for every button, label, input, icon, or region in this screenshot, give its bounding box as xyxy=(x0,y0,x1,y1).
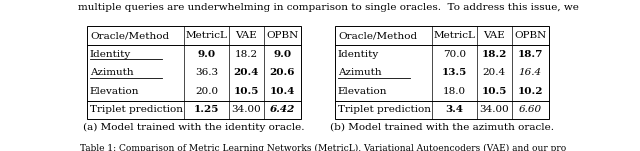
Text: 18.7: 18.7 xyxy=(517,50,543,59)
Text: Triplet prediction: Triplet prediction xyxy=(90,105,183,114)
Text: 70.0: 70.0 xyxy=(443,50,466,59)
Text: 20.0: 20.0 xyxy=(195,87,218,96)
Bar xyxy=(88,26,301,119)
Text: 9.0: 9.0 xyxy=(273,50,291,59)
Text: Oracle/Method: Oracle/Method xyxy=(338,31,417,40)
Text: 6.60: 6.60 xyxy=(518,105,541,114)
Text: Identity: Identity xyxy=(338,50,379,59)
Text: 18.2: 18.2 xyxy=(481,50,507,59)
Text: 18.0: 18.0 xyxy=(443,87,466,96)
Bar xyxy=(335,26,548,119)
Text: (b) Model trained with the azimuth oracle.: (b) Model trained with the azimuth oracl… xyxy=(330,123,554,132)
Text: VAE: VAE xyxy=(483,31,505,40)
Text: 1.25: 1.25 xyxy=(194,105,219,114)
Text: 20.4: 20.4 xyxy=(483,68,506,77)
Text: Azimuth: Azimuth xyxy=(90,68,134,77)
Text: 34.00: 34.00 xyxy=(231,105,261,114)
Text: 20.6: 20.6 xyxy=(269,68,295,77)
Text: 36.3: 36.3 xyxy=(195,68,218,77)
Text: 16.4: 16.4 xyxy=(518,68,541,77)
Text: MetricL: MetricL xyxy=(186,31,227,40)
Text: 9.0: 9.0 xyxy=(197,50,216,59)
Text: (a) Model trained with the identity oracle.: (a) Model trained with the identity orac… xyxy=(83,123,305,132)
Text: 10.2: 10.2 xyxy=(517,87,543,96)
Text: 34.00: 34.00 xyxy=(479,105,509,114)
Text: Elevation: Elevation xyxy=(338,87,387,96)
Text: Table 1: Comparison of Metric Learning Networks (MetricL), Variational Autoencod: Table 1: Comparison of Metric Learning N… xyxy=(80,144,566,151)
Text: Oracle/Method: Oracle/Method xyxy=(90,31,169,40)
Text: 10.5: 10.5 xyxy=(234,87,259,96)
Text: Triplet prediction: Triplet prediction xyxy=(338,105,431,114)
Text: 20.4: 20.4 xyxy=(234,68,259,77)
Text: Identity: Identity xyxy=(90,50,131,59)
Text: MetricL: MetricL xyxy=(433,31,476,40)
Text: 18.2: 18.2 xyxy=(235,50,258,59)
Text: 10.4: 10.4 xyxy=(269,87,295,96)
Text: 6.42: 6.42 xyxy=(269,105,295,114)
Text: OPBN: OPBN xyxy=(266,31,298,40)
Text: VAE: VAE xyxy=(236,31,257,40)
Text: multiple queries are underwhelming in comparison to single oracles.  To address : multiple queries are underwhelming in co… xyxy=(77,3,579,12)
Text: OPBN: OPBN xyxy=(514,31,547,40)
Text: Azimuth: Azimuth xyxy=(338,68,381,77)
Text: Elevation: Elevation xyxy=(90,87,140,96)
Text: 13.5: 13.5 xyxy=(442,68,467,77)
Text: 10.5: 10.5 xyxy=(481,87,507,96)
Text: 3.4: 3.4 xyxy=(445,105,463,114)
